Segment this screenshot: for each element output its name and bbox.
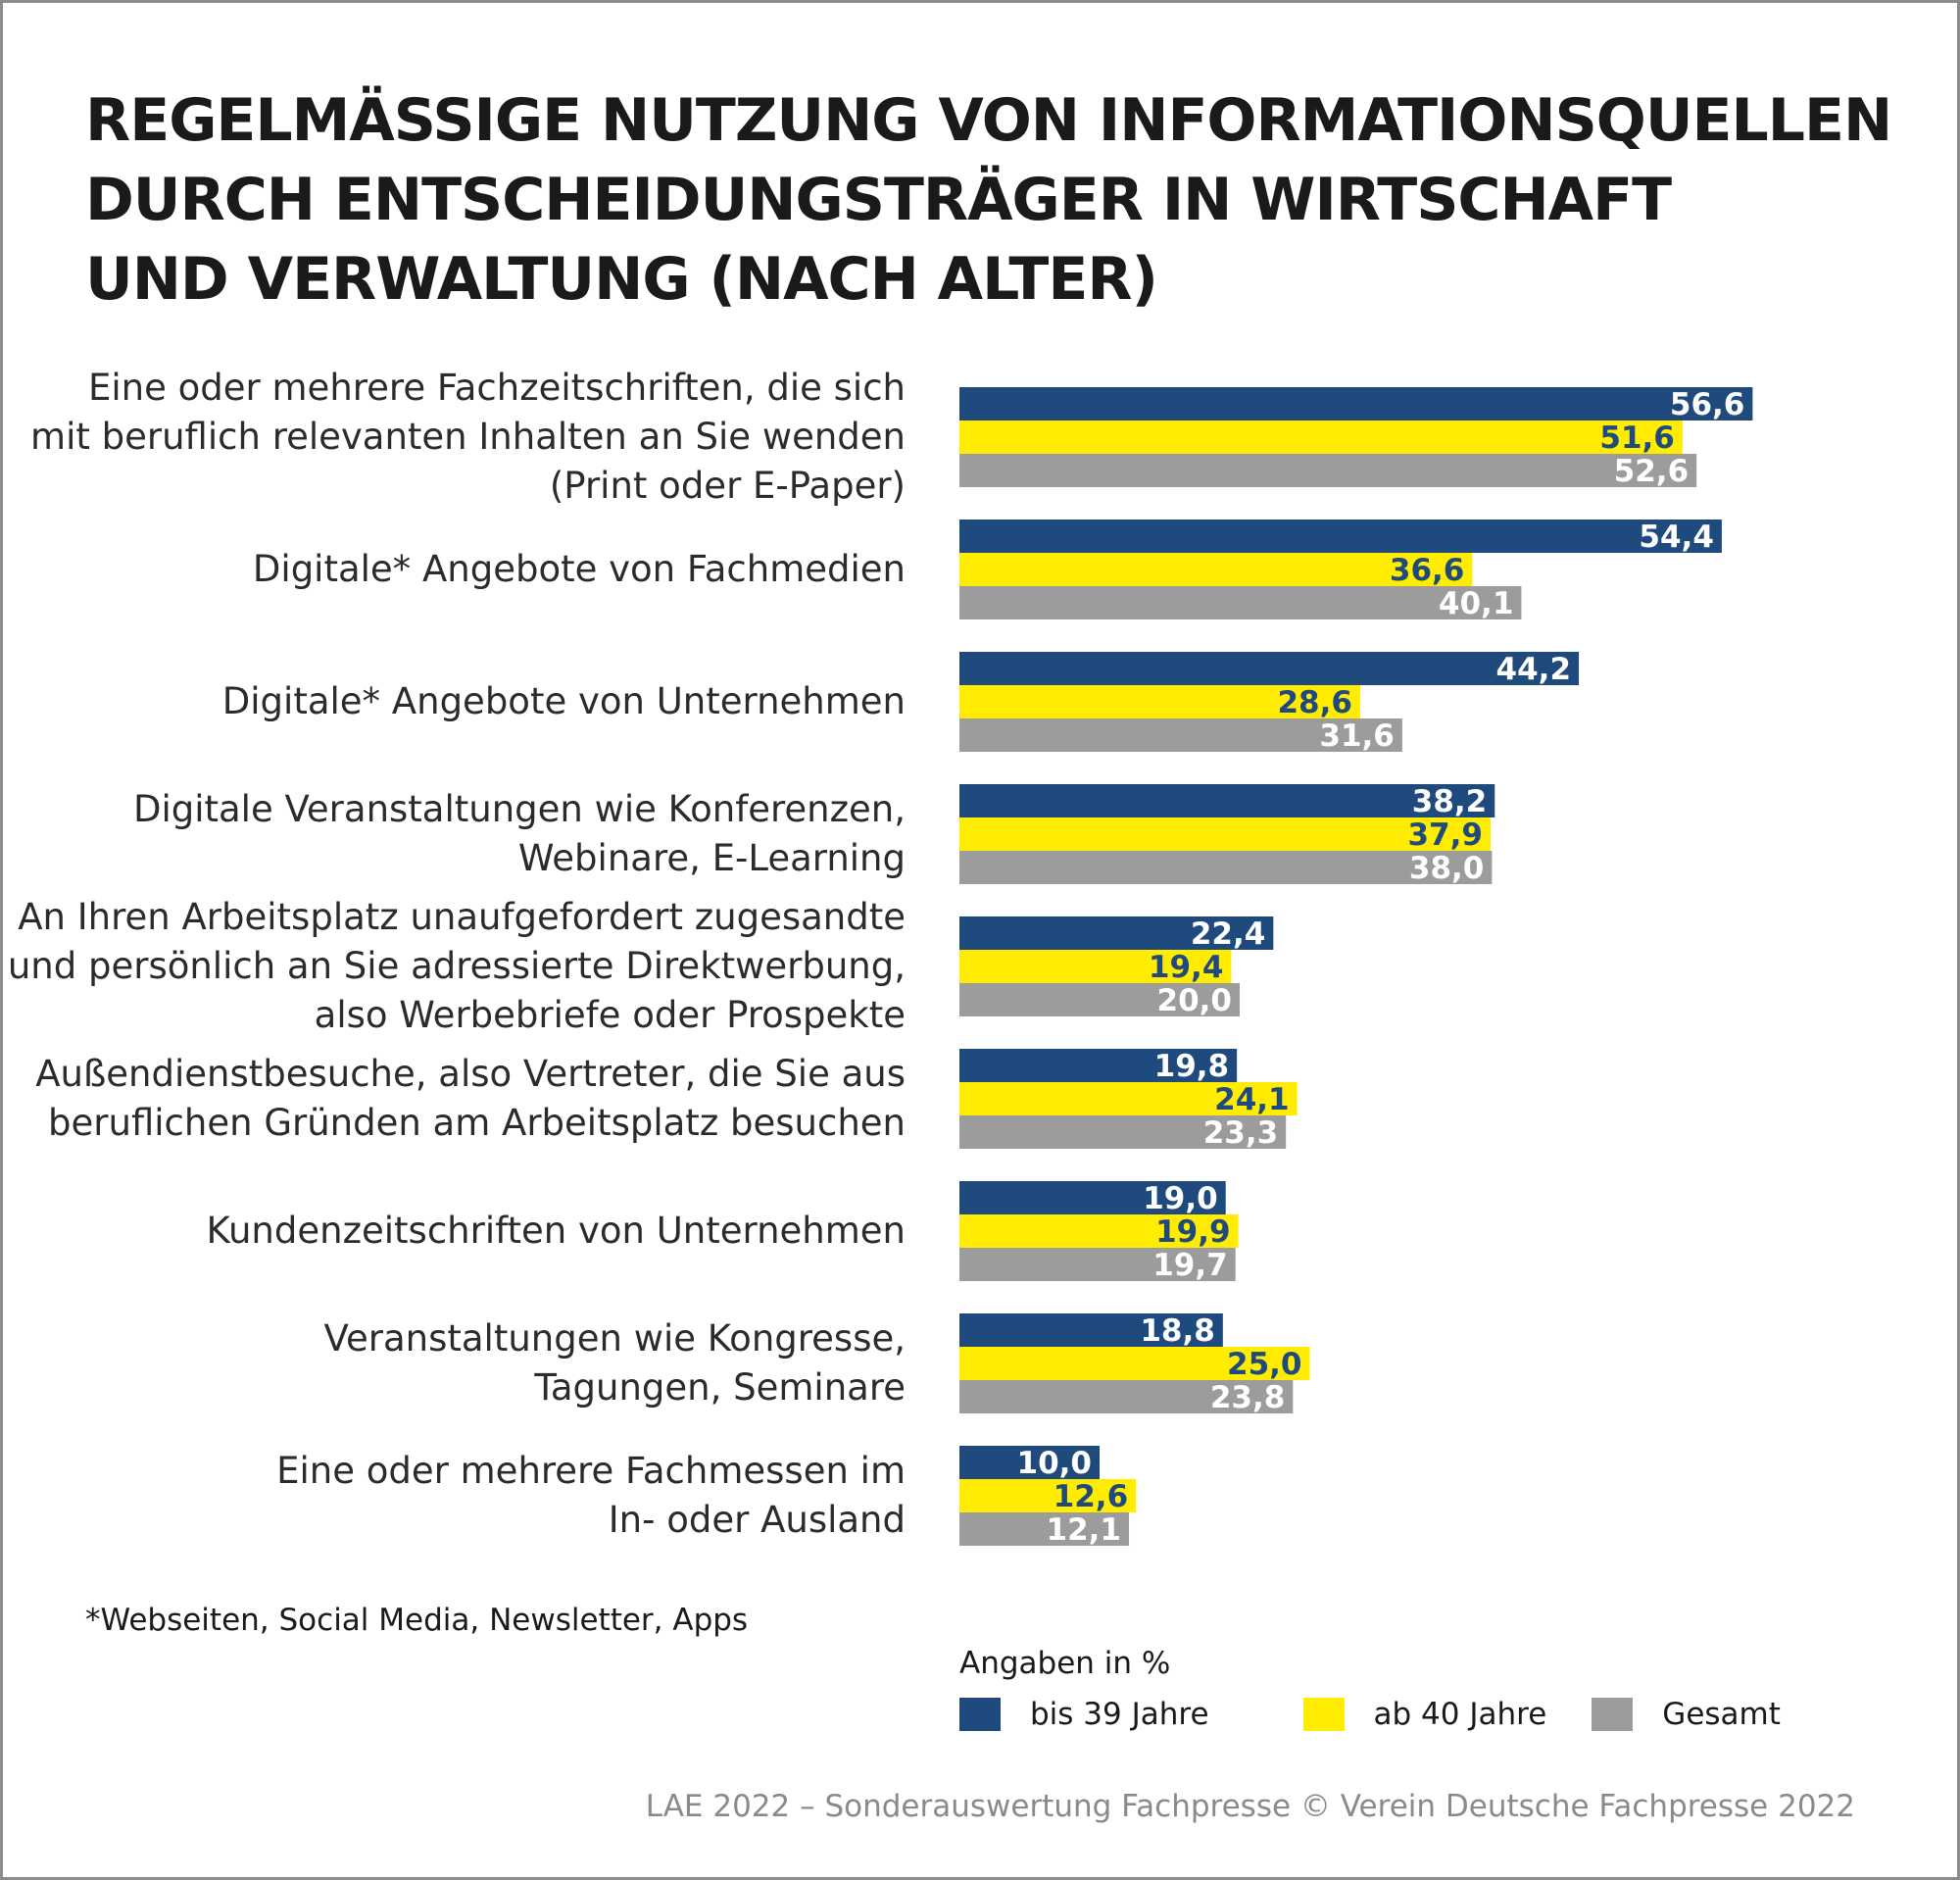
legend-item-bis-39: bis 39 Jahre bbox=[959, 1697, 1209, 1732]
value-label: 37,9 bbox=[1407, 817, 1483, 853]
bar bbox=[959, 1479, 1137, 1512]
category-label-line: Veranstaltungen wie Kongresse, bbox=[324, 1317, 906, 1360]
bar bbox=[959, 1082, 1298, 1115]
category-label: Digitale* Angebote von Fachmedien bbox=[253, 548, 906, 590]
value-label: 40,1 bbox=[1439, 586, 1514, 621]
category-label-line: In- oder Ausland bbox=[609, 1499, 906, 1541]
value-label: 54,4 bbox=[1639, 519, 1714, 555]
value-label: 38,0 bbox=[1409, 851, 1485, 886]
footnote: *Webseiten, Social Media, Newsletter, Ap… bbox=[85, 1603, 749, 1638]
legend-label-gesamt: Gesamt bbox=[1662, 1697, 1781, 1732]
bar bbox=[959, 1214, 1239, 1248]
bar bbox=[959, 553, 1473, 586]
bar bbox=[959, 1380, 1294, 1413]
value-label: 19,8 bbox=[1154, 1049, 1230, 1084]
bar-chart: Eine oder mehrere Fachzeitschriften, die… bbox=[8, 367, 1753, 1548]
category-label-line: beruflichen Gründen am Arbeitsplatz besu… bbox=[48, 1102, 906, 1144]
chart-title-line-3: UND VERWALTUNG (NACH ALTER) bbox=[85, 245, 1158, 314]
category-label-line: An Ihren Arbeitsplatz unaufgefordert zug… bbox=[18, 896, 906, 938]
bar bbox=[959, 519, 1722, 553]
category-label-line: also Werbebriefe oder Prospekte bbox=[315, 994, 906, 1036]
bar bbox=[959, 784, 1495, 817]
value-label: 23,3 bbox=[1203, 1115, 1279, 1151]
category-label-line: und persönlich an Sie adressierte Direkt… bbox=[8, 945, 906, 987]
category-label-line: Tagungen, Seminare bbox=[533, 1366, 906, 1409]
chart-title-line-1: REGELMÄSSIGE NUTZUNG VON INFORMATIONSQUE… bbox=[85, 86, 1892, 155]
value-label: 23,8 bbox=[1210, 1380, 1286, 1415]
value-label: 28,6 bbox=[1277, 685, 1352, 720]
chart-title-line-2: DURCH ENTSCHEIDUNGSTRÄGER IN WIRTSCHAFT bbox=[85, 166, 1672, 234]
unit-note: Angaben in % bbox=[959, 1646, 1171, 1681]
chart-title: REGELMÄSSIGE NUTZUNG VON INFORMATIONSQUE… bbox=[85, 81, 1892, 320]
value-label: 19,7 bbox=[1152, 1248, 1228, 1283]
value-label: 51,6 bbox=[1599, 421, 1675, 456]
bar bbox=[959, 387, 1753, 421]
legend-label-bis-39: bis 39 Jahre bbox=[1030, 1697, 1209, 1732]
bar bbox=[959, 983, 1240, 1016]
value-label: 38,2 bbox=[1412, 784, 1488, 819]
bar bbox=[959, 718, 1402, 752]
bar bbox=[959, 1446, 1100, 1479]
category-label: Veranstaltungen wie Kongresse, Tagungen, … bbox=[324, 1317, 906, 1409]
bar bbox=[959, 916, 1274, 950]
category-label-line: Webinare, E-Learning bbox=[518, 837, 906, 879]
value-label: 52,6 bbox=[1614, 454, 1690, 489]
bar bbox=[959, 652, 1580, 685]
category-label: Außendienstbesuche, also Vertreter, die … bbox=[35, 1053, 906, 1144]
category-label-line: Kundenzeitschriften von Unternehmen bbox=[207, 1210, 906, 1252]
value-label: 18,8 bbox=[1140, 1313, 1215, 1349]
bar bbox=[959, 454, 1697, 487]
bar bbox=[959, 1181, 1226, 1214]
legend-label-ab-40: ab 40 Jahre bbox=[1373, 1697, 1547, 1732]
bar bbox=[959, 817, 1491, 851]
value-label: 31,6 bbox=[1319, 718, 1395, 754]
value-label: 12,6 bbox=[1054, 1479, 1129, 1514]
bar bbox=[959, 1049, 1238, 1082]
value-label: 19,9 bbox=[1155, 1214, 1231, 1250]
value-label: 19,0 bbox=[1143, 1181, 1218, 1216]
legend-item-ab-40: ab 40 Jahre bbox=[1302, 1697, 1547, 1732]
bar bbox=[959, 1115, 1287, 1149]
category-label-line: Eine oder mehrere Fachmessen im bbox=[276, 1450, 906, 1492]
bar bbox=[959, 685, 1360, 718]
bar bbox=[959, 421, 1683, 454]
value-label: 56,6 bbox=[1670, 387, 1745, 422]
value-label: 10,0 bbox=[1017, 1446, 1093, 1481]
bar bbox=[959, 1347, 1310, 1380]
category-label: Eine oder mehrere Fachzeitschriften, die… bbox=[30, 367, 906, 507]
value-label: 12,1 bbox=[1047, 1512, 1122, 1548]
bar bbox=[959, 950, 1232, 983]
legend-swatch-gesamt bbox=[1592, 1698, 1634, 1731]
category-label-line: Außendienstbesuche, also Vertreter, die … bbox=[35, 1053, 906, 1095]
category-label-line: Digitale* Angebote von Fachmedien bbox=[253, 548, 906, 590]
source-credit: LAE 2022 – Sonderauswertung Fachpresse ©… bbox=[645, 1789, 1855, 1824]
category-label-line: mit beruflich relevanten Inhalten an Sie… bbox=[30, 416, 906, 458]
value-label: 22,4 bbox=[1191, 916, 1266, 952]
category-label: Digitale* Angebote von Unternehmen bbox=[222, 680, 906, 722]
legend-item-gesamt: Gesamt bbox=[1592, 1697, 1781, 1732]
category-label: An Ihren Arbeitsplatz unaufgefordert zug… bbox=[8, 896, 906, 1036]
category-label: Digitale Veranstaltungen wie Konferenzen… bbox=[133, 788, 906, 879]
value-label: 36,6 bbox=[1390, 553, 1465, 588]
category-label: Eine oder mehrere Fachmessen im In- oder … bbox=[276, 1450, 906, 1541]
category-label-line: Digitale Veranstaltungen wie Konferenzen… bbox=[133, 788, 906, 830]
value-label: 20,0 bbox=[1157, 983, 1233, 1018]
legend: bis 39 Jahre ab 40 Jahre Gesamt bbox=[959, 1697, 1826, 1732]
value-label: 25,0 bbox=[1227, 1347, 1302, 1382]
category-label-line: (Print oder E-Paper) bbox=[550, 465, 906, 507]
value-label: 44,2 bbox=[1496, 652, 1572, 687]
bar bbox=[959, 1248, 1236, 1281]
value-label: 24,1 bbox=[1214, 1082, 1290, 1117]
bar bbox=[959, 1313, 1223, 1347]
category-label-line: Eine oder mehrere Fachzeitschriften, die… bbox=[88, 367, 906, 409]
value-label: 19,4 bbox=[1149, 950, 1224, 985]
bar bbox=[959, 586, 1522, 619]
bar bbox=[959, 1512, 1130, 1546]
category-label-line: Digitale* Angebote von Unternehmen bbox=[222, 680, 906, 722]
bar bbox=[959, 851, 1493, 884]
legend-swatch-bis-39 bbox=[959, 1698, 1001, 1731]
legend-swatch-ab-40 bbox=[1302, 1698, 1345, 1731]
category-label: Kundenzeitschriften von Unternehmen bbox=[207, 1210, 906, 1252]
